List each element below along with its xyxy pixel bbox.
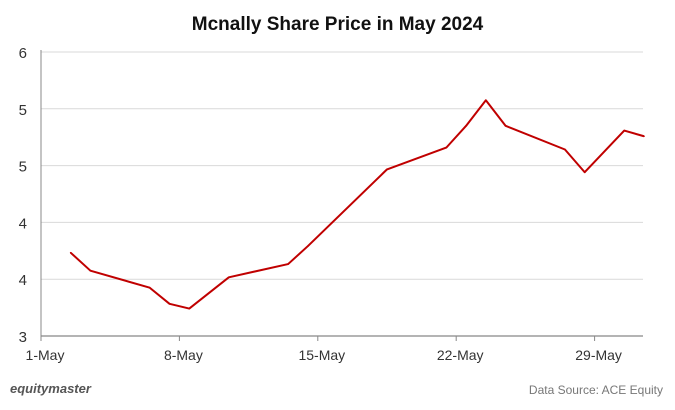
y-tick-label: 5 (19, 159, 27, 176)
x-tick-label: 1-May (26, 347, 65, 363)
data-point (445, 146, 448, 149)
data-point (307, 245, 309, 247)
x-tick-label: 29-May (575, 347, 622, 363)
data-source: Data Source: ACE Equity (528, 383, 663, 397)
chart-title: Mcnally Share Price in May 2024 (191, 14, 484, 35)
y-tick-label: 4 (19, 272, 27, 289)
data-point (287, 263, 289, 265)
data-point (228, 276, 230, 279)
y-tick-label: 3 (19, 329, 27, 346)
data-point (504, 125, 507, 127)
data-point (623, 129, 626, 132)
data-point (188, 307, 191, 310)
data-point (89, 269, 92, 272)
x-tick-label: 22-May (437, 347, 484, 363)
data-point (69, 251, 72, 254)
data-point (465, 125, 467, 127)
data-point (485, 99, 487, 102)
x-tick-label: 8-May (164, 347, 203, 363)
series-line (69, 99, 645, 310)
data-point (148, 286, 151, 289)
data-point (168, 303, 171, 305)
y-tick-label: 6 (19, 45, 27, 62)
data-point (564, 148, 566, 151)
data-point (386, 168, 388, 171)
brand-logo: equitymaster (10, 381, 91, 396)
x-tick-label: 15-May (298, 347, 345, 363)
data-point (643, 135, 645, 138)
y-tick-label: 5 (19, 102, 27, 119)
data-point (583, 171, 586, 174)
y-tick-label: 4 (19, 215, 27, 232)
